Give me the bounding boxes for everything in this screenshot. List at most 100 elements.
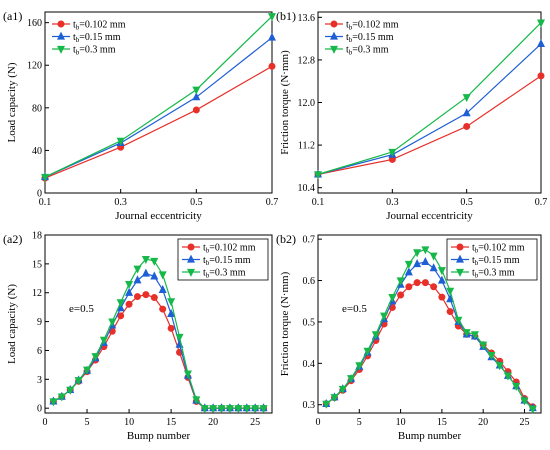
plot-frame (317, 234, 542, 414)
y-tick-label: 15 (32, 259, 42, 270)
data-point (57, 393, 66, 402)
plot-frame (44, 11, 273, 194)
data-point (133, 265, 142, 274)
data-point (125, 287, 134, 296)
series-line (325, 282, 534, 408)
x-tick-label: 10 (396, 417, 406, 428)
data-point (462, 94, 471, 103)
legend-label: tb=0.102 mm (472, 243, 525, 255)
legend-label: tb=0.3 mm (346, 45, 389, 57)
y-axis-label: Load capacity (N) (6, 62, 18, 142)
y-tick-label: 6 (37, 346, 42, 357)
data-point (40, 173, 50, 182)
data-point (520, 397, 529, 406)
y-tick-label: 12 (32, 288, 42, 299)
y-tick-label: 0.4 (303, 359, 316, 370)
series-line (44, 65, 273, 179)
x-axis-label: Journal eccentricity (115, 210, 202, 222)
data-point (192, 106, 200, 114)
legend-entry: tb=0.3 mm (325, 45, 389, 57)
legend-marker (330, 20, 338, 28)
y-tick-label: 0.6 (303, 276, 316, 287)
data-point (413, 279, 421, 287)
data-point (388, 293, 397, 303)
x-tick-label: 5 (85, 417, 90, 428)
data-point (267, 13, 277, 22)
y-tick-label: 160 (27, 18, 42, 29)
data-point (421, 256, 430, 266)
data-point (430, 283, 438, 291)
y-axis-label: Friction torque (N·mm) (279, 271, 291, 376)
x-tick-label: 15 (437, 417, 447, 428)
legend-marker (455, 254, 465, 263)
x-tick-label: 15 (166, 417, 176, 428)
data-point (429, 263, 438, 272)
data-point (268, 62, 276, 70)
data-point (150, 257, 159, 266)
data-point (512, 382, 521, 392)
data-point (503, 372, 512, 381)
y-tick-label: 80 (32, 103, 42, 114)
panel-label: (b2) (276, 232, 296, 246)
data-point (487, 351, 496, 360)
y-tick-label: 120 (27, 61, 42, 72)
panel-label: (b1) (276, 9, 296, 23)
series-1 (314, 72, 545, 178)
legend-label: tb=0.15 mm (73, 32, 121, 44)
chart-panel-a1: 0.1 0.3 0.5 0.7 0 40 80 120 160 Journal eccentric… (3, 9, 278, 222)
data-point (363, 347, 372, 356)
data-point (192, 396, 201, 405)
data-point (116, 137, 125, 146)
legend-entry: tb=0.3 mm (451, 268, 515, 280)
series-1 (322, 279, 537, 411)
data-point (175, 333, 184, 342)
x-tick-label: 0.3 (114, 197, 127, 208)
legend-entry: tb=0.15 mm (325, 31, 394, 44)
series-line (53, 258, 264, 409)
data-point (338, 385, 347, 394)
y-tick-label: 3 (37, 375, 42, 386)
series-2 (322, 256, 537, 412)
x-tick-label: 0.5 (460, 197, 473, 208)
data-point (141, 268, 150, 277)
legend-label: tb=0.3 mm (472, 268, 515, 280)
data-point (446, 308, 454, 316)
series-line (44, 37, 273, 178)
data-point (142, 291, 150, 299)
y-axis-label: Load capacity (N) (6, 284, 18, 364)
x-tick-label: 0.1 (312, 197, 325, 208)
legend-marker (57, 20, 65, 28)
series-3 (322, 246, 537, 414)
data-point (116, 299, 125, 308)
data-point (313, 171, 323, 180)
data-point (404, 260, 413, 269)
data-point (437, 267, 446, 276)
data-point (117, 312, 125, 320)
legend-marker (56, 45, 66, 54)
y-tick-label: 0.5 (303, 317, 316, 328)
y-tick-label: 0.7 (303, 235, 316, 246)
data-point (49, 398, 58, 407)
panel-label: (a2) (3, 232, 22, 246)
legend-label: tb=0.15 mm (472, 255, 520, 267)
series-line (53, 272, 264, 409)
data-point (116, 303, 125, 312)
series-2 (49, 268, 268, 412)
data-point (209, 405, 218, 414)
series-3 (40, 13, 277, 182)
legend-label: tb=0.102 mm (203, 243, 256, 255)
data-point (380, 312, 389, 321)
data-point (421, 279, 429, 287)
data-point (413, 249, 422, 258)
x-axis-label: Journal eccentricity (386, 210, 473, 222)
data-point (259, 405, 268, 414)
x-tick-label: 10 (124, 417, 134, 428)
series-line (317, 43, 542, 175)
data-point (470, 331, 479, 340)
legend-marker (329, 45, 339, 54)
